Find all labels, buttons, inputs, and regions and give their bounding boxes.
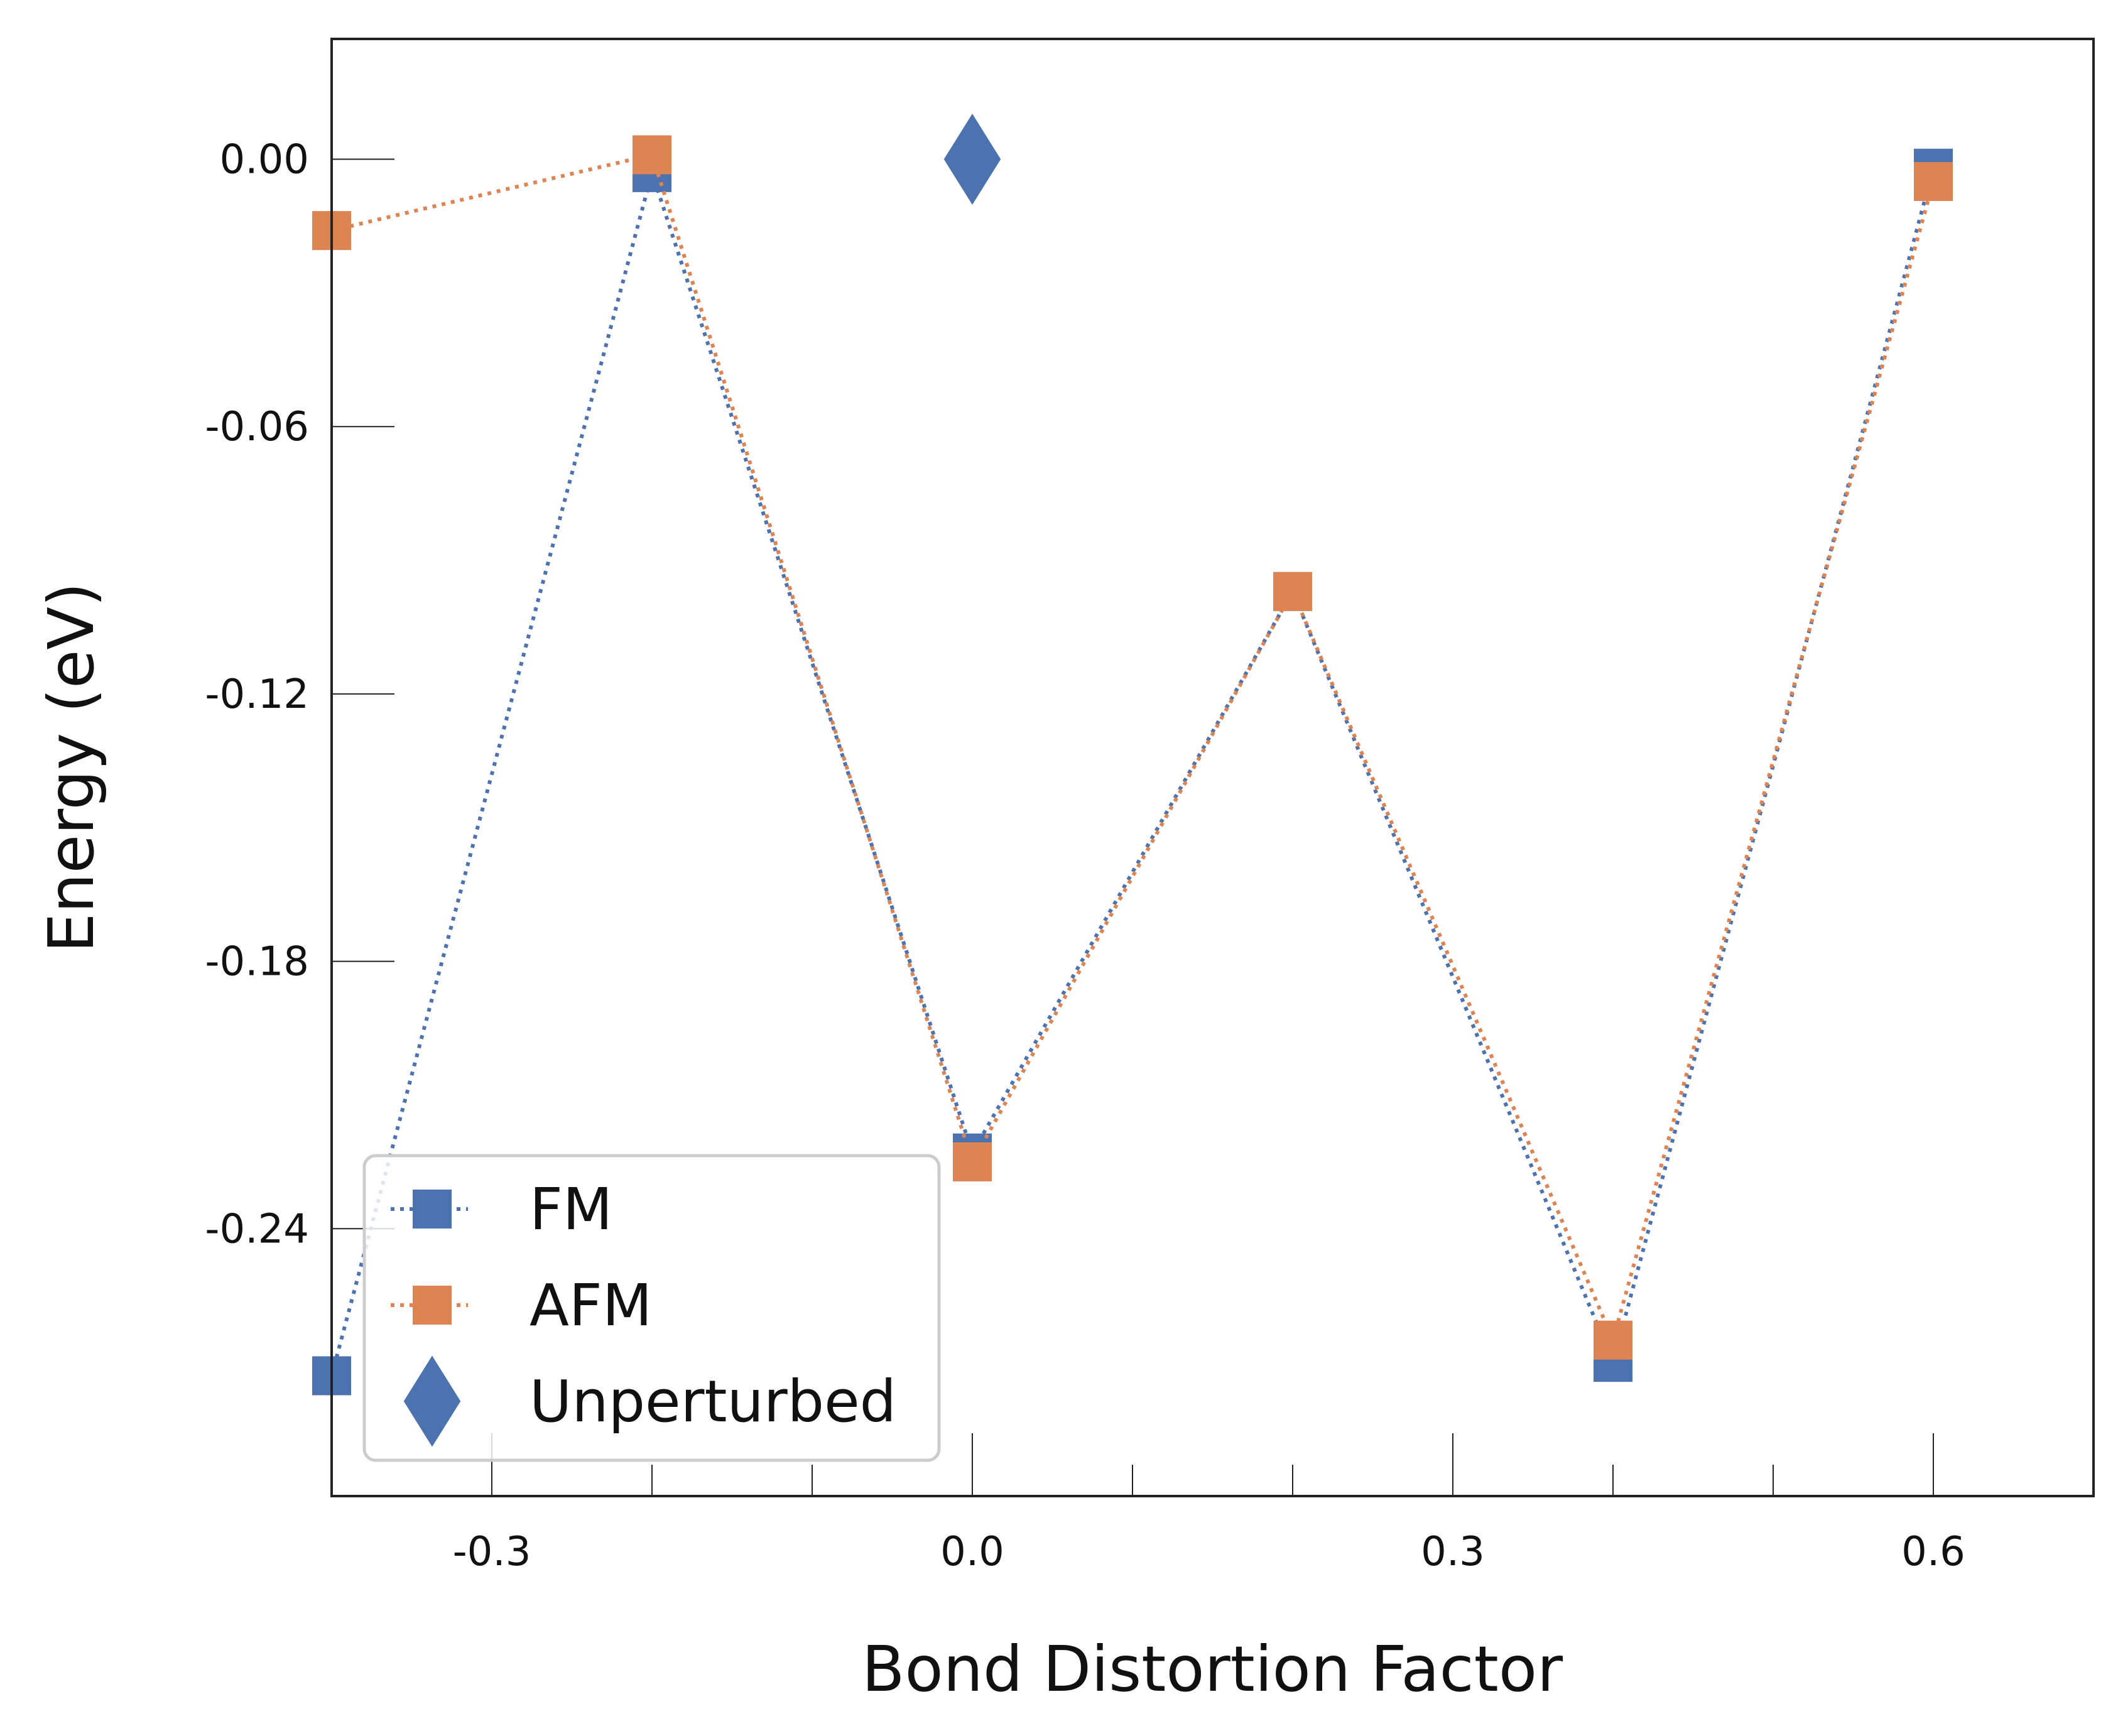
y-tick-label: 0.00 xyxy=(220,137,310,183)
data-point xyxy=(943,114,1001,205)
legend-item-afm: AFM xyxy=(391,1272,652,1339)
y-tick-label: -0.06 xyxy=(205,404,309,450)
legend-marker xyxy=(403,1355,461,1447)
y-axis-title: Energy (eV) xyxy=(35,582,108,953)
data-point xyxy=(1273,572,1312,611)
data-point xyxy=(1594,1320,1632,1360)
series-unperturbed xyxy=(943,114,1001,205)
x-tick-label: 0.3 xyxy=(1421,1529,1485,1575)
data-point xyxy=(953,1142,992,1181)
x-tick-label: 0.0 xyxy=(940,1529,1004,1575)
series-line xyxy=(331,152,1935,1346)
x-axis-title: Bond Distortion Factor xyxy=(862,1632,1563,1706)
y-tick-label: -0.24 xyxy=(205,1206,309,1252)
y-tick-label: -0.18 xyxy=(205,939,309,985)
legend-items: FM AFM Unperturbed xyxy=(391,1176,896,1447)
series-line xyxy=(330,166,1935,1377)
x-tick-label: 0.6 xyxy=(1901,1529,1965,1575)
legend: FM AFM Unperturbed xyxy=(362,1154,941,1462)
legend-label: Unperturbed xyxy=(530,1368,896,1435)
legend-marker xyxy=(413,1286,452,1325)
legend-item-fm: FM xyxy=(391,1176,612,1243)
legend-box xyxy=(362,1154,941,1462)
legend-item-unperturbed: Unperturbed xyxy=(403,1355,896,1447)
x-axis-ticks: -0.3 0.0 0.3 0.6 xyxy=(331,1433,1965,1575)
series-afm xyxy=(312,135,1953,1360)
legend-label: AFM xyxy=(530,1272,652,1339)
legend-label: FM xyxy=(530,1176,612,1243)
y-axis-ticks: 0.00 -0.06 -0.12 -0.18 -0.24 xyxy=(205,137,394,1252)
x-tick-label: -0.3 xyxy=(453,1529,531,1575)
plot-frame xyxy=(330,38,2095,1497)
y-tick-label: -0.12 xyxy=(205,671,309,718)
data-point xyxy=(1914,162,1953,202)
legend-marker xyxy=(413,1190,452,1229)
data-point xyxy=(633,135,671,175)
